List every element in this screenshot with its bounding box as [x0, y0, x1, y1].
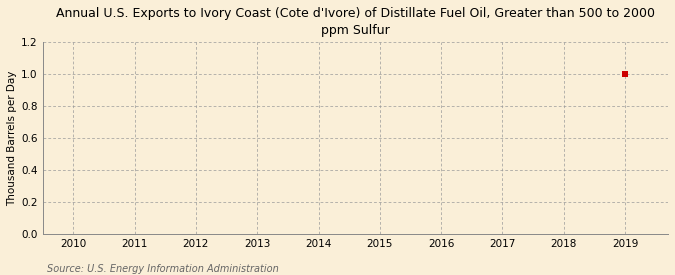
Title: Annual U.S. Exports to Ivory Coast (Cote d'Ivore) of Distillate Fuel Oil, Greate: Annual U.S. Exports to Ivory Coast (Cote… [56, 7, 655, 37]
Y-axis label: Thousand Barrels per Day: Thousand Barrels per Day [7, 70, 17, 206]
Text: Source: U.S. Energy Information Administration: Source: U.S. Energy Information Administ… [47, 264, 279, 274]
